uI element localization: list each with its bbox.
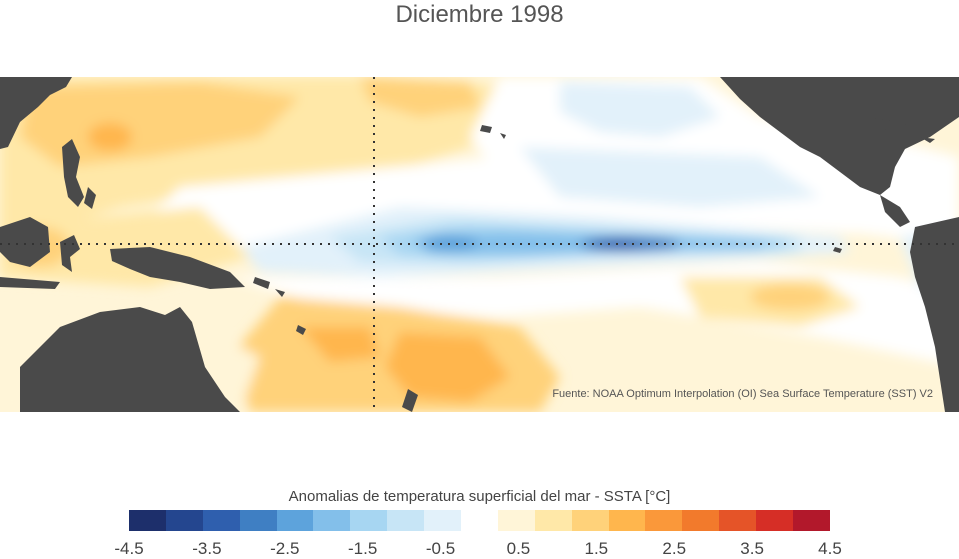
map-title: Diciembre 1998: [395, 1, 564, 28]
colorbar-label: Anomalias de temperatura superficial del…: [288, 488, 671, 505]
colorbar-tick-label: 3.5: [740, 539, 764, 558]
colorbar-tick-label: -1.5: [348, 539, 378, 558]
colorbar-swatch: [756, 510, 794, 531]
colorbar-swatch: [129, 510, 166, 531]
colorbar-swatch: [313, 510, 351, 531]
colorbar-swatch: [165, 510, 203, 531]
colorbar-swatch: [497, 510, 535, 531]
colorbar-tick-label: -2.5: [270, 539, 300, 558]
colorbar-tick-label: 2.5: [662, 539, 687, 558]
colorbar-tick-label: -4.5: [114, 539, 144, 558]
colorbar-swatch: [276, 510, 314, 531]
colorbar-swatch: [682, 510, 720, 531]
colorbar-swatch: [461, 510, 498, 531]
colorbar-tick-label: -0.5: [425, 539, 456, 558]
colorbar-swatch: [793, 510, 830, 531]
colorbar-swatch: [387, 510, 425, 531]
colorbar-swatch: [202, 510, 240, 531]
colorbar: [129, 510, 830, 531]
data-source-note: Fuente: NOAA Optimum Interpolation (OI) …: [552, 388, 933, 400]
colorbar-swatch: [571, 510, 609, 531]
colorbar-ticks: -4.5 -3.5 -2.5 -1.5 -0.5 0.5 1.5 2.5 3.5 4.5: [0, 539, 959, 559]
colorbar-swatch: [534, 510, 572, 531]
colorbar-swatch: [239, 510, 277, 531]
colorbar-tick-label: 1.5: [584, 539, 609, 558]
colorbar-swatch: [719, 510, 757, 531]
colorbar-swatch: [350, 510, 388, 531]
colorbar-tick-label: -3.5: [192, 539, 222, 558]
colorbar-tick-label: 4.5: [818, 539, 842, 558]
colorbar-swatch: [645, 510, 683, 531]
land: [0, 77, 959, 412]
colorbar-tick-label: 0.5: [506, 539, 531, 558]
colorbar-swatch: [608, 510, 646, 531]
colorbar-swatch: [424, 510, 462, 531]
ssta-map: [0, 77, 959, 412]
